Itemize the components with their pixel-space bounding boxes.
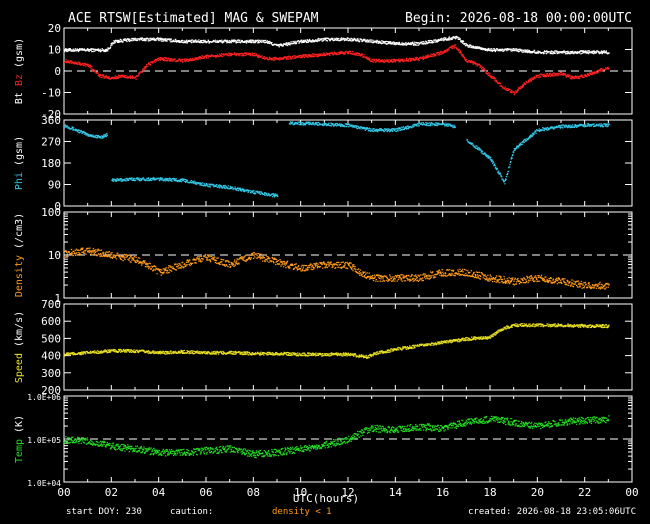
phi-y-tick-label: 360	[41, 114, 61, 127]
x-tick-label: 08	[247, 486, 260, 499]
phi-data-points	[466, 123, 610, 185]
x-tick-label: 20	[531, 486, 544, 499]
speed-y-tick-label: 500	[41, 332, 61, 345]
x-tick-label: 06	[199, 486, 212, 499]
density-y-axis-label: Density (/cm3)	[14, 213, 25, 297]
created-time: created: 2026-08-18 23:05:06UTC	[468, 507, 636, 517]
speed-y-tick-label: 600	[41, 315, 61, 328]
phi-y-tick-label: 270	[41, 136, 61, 149]
speed-frame	[63, 303, 633, 391]
panel-temp: 1.0E+06 1.0E+05 1.0E+04 Temp (K)	[14, 393, 633, 488]
phi-data-points	[288, 121, 456, 133]
panel-speed: 700 600 500 400 300 200 Speed (km/s)	[14, 298, 633, 397]
speed-y-label-part: (km/s)	[14, 311, 25, 353]
temp-series-0	[64, 415, 610, 459]
x-tick-label: 18	[483, 486, 496, 499]
phi-frame	[63, 119, 633, 207]
x-tick-label: 14	[389, 486, 403, 499]
mag-y-label-part: (gsm)	[14, 38, 25, 74]
speed-y-tick-label: 700	[41, 298, 61, 311]
speed-y-tick-label: 400	[41, 350, 61, 363]
phi-y-tick-label: 180	[41, 157, 61, 170]
x-tick-label: 22	[578, 486, 591, 499]
panel-phi: 360 270 180 90 0 Phi (gsm)	[14, 114, 633, 213]
x-axis-label: UTC(hours)	[293, 492, 359, 505]
speed-y-tick-label: 300	[41, 367, 61, 380]
x-tick-label: 16	[436, 486, 449, 499]
density-y-tick-label: 1	[54, 292, 61, 305]
speed-y-tick-label: 200	[41, 384, 61, 397]
phi-y-tick-label: 0	[54, 200, 61, 213]
begin-time: Begin: 2026-08-18 00:00:00UTC	[405, 11, 632, 26]
phi-series-0	[64, 121, 610, 198]
mag-data-points	[64, 44, 610, 96]
mag-y-tick-label: 20	[48, 22, 61, 35]
x-axis: 00 02 04 06 08 10 12 14 16 18 20 22 00	[57, 486, 638, 499]
speed-y-label-part: Speed	[14, 353, 25, 383]
mag-data-points	[64, 35, 610, 55]
x-tick-label: 00	[625, 486, 638, 499]
density-y-tick-label: 10	[48, 249, 61, 262]
density-caution: density < 1	[272, 507, 332, 517]
panel-mag: 20 10 0 -10 -20 Bt Bz (gsm)	[14, 22, 633, 121]
phi-data-points	[64, 124, 108, 139]
mag-y-tick-label: -20	[41, 108, 61, 121]
mag-y-tick-label: 0	[54, 65, 61, 78]
speed-y-axis-label: Speed (km/s)	[14, 311, 25, 383]
x-tick-label: 10	[294, 486, 307, 499]
chart-title: ACE RTSW[Estimated] MAG & SWEPAM	[68, 11, 319, 26]
phi-y-axis-label: Phi (gsm)	[14, 136, 25, 190]
phi-y-label-part: (gsm)	[14, 136, 25, 172]
temp-y-axis-label: Temp (K)	[14, 415, 25, 463]
temp-y-tick-label: 1.0E+04	[27, 479, 61, 488]
mag-y-label-part: Bt	[14, 92, 25, 104]
phi-y-tick-label: 90	[48, 179, 61, 192]
phi-y-label-part: Phi	[14, 172, 25, 190]
speed-series-0	[64, 323, 610, 359]
mag-y-label-part: Bz	[14, 74, 25, 92]
density-y-label-part: (/cm3)	[14, 213, 25, 255]
mag-y-tick-label: 10	[48, 44, 61, 57]
temp-y-tick-label: 1.0E+05	[27, 436, 61, 445]
density-data-points	[64, 247, 610, 290]
x-tick-label: 00	[57, 486, 70, 499]
mag-series-0	[64, 35, 610, 55]
x-tick-label: 04	[152, 486, 166, 499]
temp-y-label-part: (K)	[14, 415, 25, 439]
mag-y-tick-label: -10	[41, 87, 61, 100]
density-series-0	[64, 247, 610, 290]
temp-y-label-part: Temp	[14, 439, 25, 463]
density-y-tick-label: 100	[41, 206, 61, 219]
x-tick-label: 02	[105, 486, 118, 499]
start-doy: start DOY: 230	[66, 507, 142, 517]
mag-y-axis-label: Bt Bz (gsm)	[14, 38, 25, 104]
panel-density: 100 10 1 Density (/cm3)	[14, 206, 633, 305]
speed-data-points	[64, 323, 610, 359]
density-y-label-part: Density	[14, 255, 25, 297]
mag-series-1	[64, 44, 610, 96]
phi-data-points	[111, 177, 279, 198]
temp-y-tick-label: 1.0E+06	[27, 393, 61, 402]
temp-data-points	[64, 415, 610, 459]
caution-label: caution:	[170, 507, 213, 517]
x-tick-label: 12	[341, 486, 354, 499]
